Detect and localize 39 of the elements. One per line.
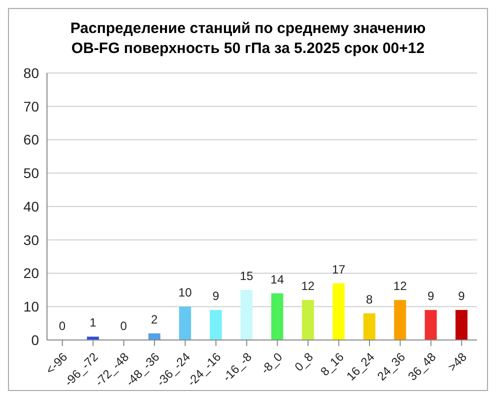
data-label: 0 <box>120 319 128 333</box>
bar <box>424 310 437 340</box>
data-label: 15 <box>240 268 254 283</box>
chart-title: Распределение станций по среднему значению OB-FG поверхность 50 гПа за 5.2025 срок 00+12 <box>69 19 427 59</box>
y-tick-label: 40 <box>23 198 40 214</box>
data-label: 9 <box>458 288 466 303</box>
bar <box>456 310 468 340</box>
x-tick-label: 0_8 <box>292 350 316 374</box>
data-label: 14 <box>270 272 284 286</box>
bar <box>302 300 314 340</box>
y-tick-label: 80 <box>23 64 40 81</box>
data-label: 0 <box>58 319 66 333</box>
bar <box>332 283 345 340</box>
y-tick-label: 60 <box>23 132 40 148</box>
bar <box>210 310 222 340</box>
data-label: 1 <box>90 316 97 330</box>
bar <box>363 313 376 340</box>
x-tick-label: >48 <box>445 350 470 374</box>
data-label: 9 <box>427 288 434 303</box>
data-label: 8 <box>366 292 374 306</box>
y-tick-label: 50 <box>23 165 40 182</box>
y-tick-label: 10 <box>23 298 40 315</box>
bar <box>240 290 252 340</box>
data-label: 2 <box>151 312 158 326</box>
data-label: 17 <box>332 262 346 276</box>
bar <box>148 333 160 340</box>
data-label: 9 <box>212 288 220 303</box>
y-tick-label: 20 <box>23 265 40 282</box>
data-label: 12 <box>393 278 408 293</box>
y-tick-label: 0 <box>31 332 40 348</box>
data-label: 12 <box>301 278 315 293</box>
y-tick-label: 30 <box>23 232 40 248</box>
data-label: 10 <box>178 286 192 300</box>
bar <box>271 293 284 340</box>
x-tick-label: -8_0 <box>258 350 286 377</box>
bar <box>394 300 406 340</box>
bar <box>86 336 99 340</box>
y-tick-label: 70 <box>23 98 40 114</box>
bar <box>179 306 192 340</box>
